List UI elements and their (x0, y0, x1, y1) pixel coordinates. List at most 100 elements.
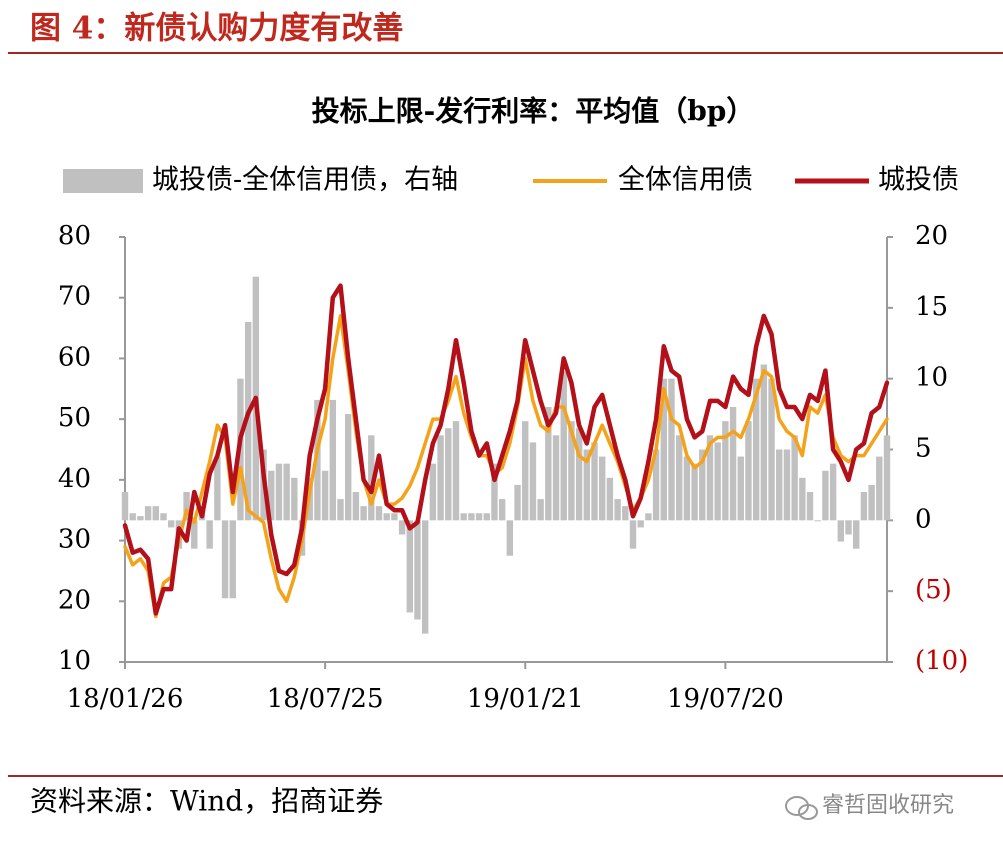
bar (506, 520, 514, 556)
bar (522, 421, 529, 521)
y-tick-label: 80 (58, 221, 91, 251)
bar (845, 520, 852, 535)
line (123, 314, 889, 619)
bar (799, 477, 806, 521)
bar (244, 322, 252, 521)
bar (152, 506, 159, 521)
watermark-icon (785, 796, 818, 820)
figure-title: 图 4：新债认购力度有改善 (30, 11, 403, 47)
bar (483, 513, 490, 521)
bar (591, 442, 598, 521)
bar (475, 513, 483, 521)
bar (321, 470, 329, 521)
y2-tick-label: 5 (915, 434, 932, 464)
bar (121, 492, 129, 521)
bar (360, 506, 367, 521)
y2-tick-label: (5) (915, 575, 952, 605)
bar (560, 371, 567, 521)
bar (214, 456, 221, 521)
bar (291, 477, 298, 521)
bar (268, 470, 275, 521)
bar (660, 378, 667, 521)
y2-tick-label: 0 (915, 504, 932, 534)
bar (383, 513, 390, 521)
bar (206, 520, 213, 549)
y2-tick-label: 15 (915, 292, 948, 322)
bar (783, 449, 791, 521)
y-tick-label: 20 (58, 585, 91, 615)
bar (337, 499, 344, 521)
chart-title: 投标上限-发行利率：平均值（bp） (312, 95, 755, 128)
bar (275, 463, 283, 521)
bar (791, 435, 798, 521)
bar (575, 428, 583, 521)
bar (160, 513, 167, 521)
bar (529, 442, 537, 521)
bar (637, 520, 644, 528)
y-tick-label: 10 (58, 646, 91, 676)
bar (421, 520, 429, 634)
bar (406, 520, 413, 613)
bar (368, 435, 375, 521)
bar (837, 520, 845, 542)
bar (375, 506, 383, 521)
bar (745, 421, 752, 521)
bar (167, 520, 175, 528)
legend-label: 城投债 (878, 165, 959, 196)
bar (683, 456, 691, 521)
bar (768, 378, 775, 521)
bar (668, 378, 675, 521)
bar (629, 520, 637, 549)
bar (414, 520, 421, 620)
bar (345, 414, 352, 521)
y-tick-label: 30 (58, 525, 91, 555)
y-tick-label: 60 (58, 342, 91, 372)
bar (468, 513, 475, 521)
bar (853, 520, 860, 549)
bar (545, 407, 552, 521)
bar (691, 463, 698, 521)
legend-label: 全体信用债 (618, 165, 753, 196)
bar (445, 428, 452, 521)
bar (183, 492, 190, 521)
y-tick-label: 40 (58, 464, 91, 494)
bar (806, 492, 814, 521)
bar (868, 484, 875, 521)
bar (699, 449, 706, 521)
bar (552, 435, 560, 521)
bar (752, 378, 760, 521)
bar (460, 513, 467, 521)
bar (722, 421, 729, 521)
bar (514, 484, 521, 521)
x-tick-label: 18/01/26 (67, 684, 184, 714)
bar (860, 492, 868, 521)
watermark: 睿哲固收研究 (822, 793, 954, 818)
bar (583, 449, 591, 521)
bar (144, 506, 152, 521)
bar (599, 456, 606, 521)
x-tick-label: 19/01/21 (467, 684, 584, 714)
legend-label: 城投债-全体信用债，右轴 (152, 165, 458, 196)
bar (714, 442, 721, 521)
bar (652, 449, 660, 521)
bar (391, 513, 398, 521)
bar (498, 499, 506, 521)
x-tick-label: 18/07/25 (267, 684, 384, 714)
y2-tick-label: 20 (915, 221, 948, 251)
bar (191, 520, 198, 549)
x-tick-label: 19/07/20 (667, 684, 784, 714)
bar (129, 513, 136, 521)
bar (283, 463, 290, 521)
bar (452, 421, 460, 521)
legend-swatch (63, 169, 143, 193)
bar (645, 513, 652, 521)
bar (491, 463, 498, 521)
bar (829, 463, 837, 521)
bar (622, 506, 629, 521)
bar (776, 449, 783, 521)
bar (437, 435, 444, 521)
bar (398, 520, 406, 535)
bar (537, 499, 544, 521)
